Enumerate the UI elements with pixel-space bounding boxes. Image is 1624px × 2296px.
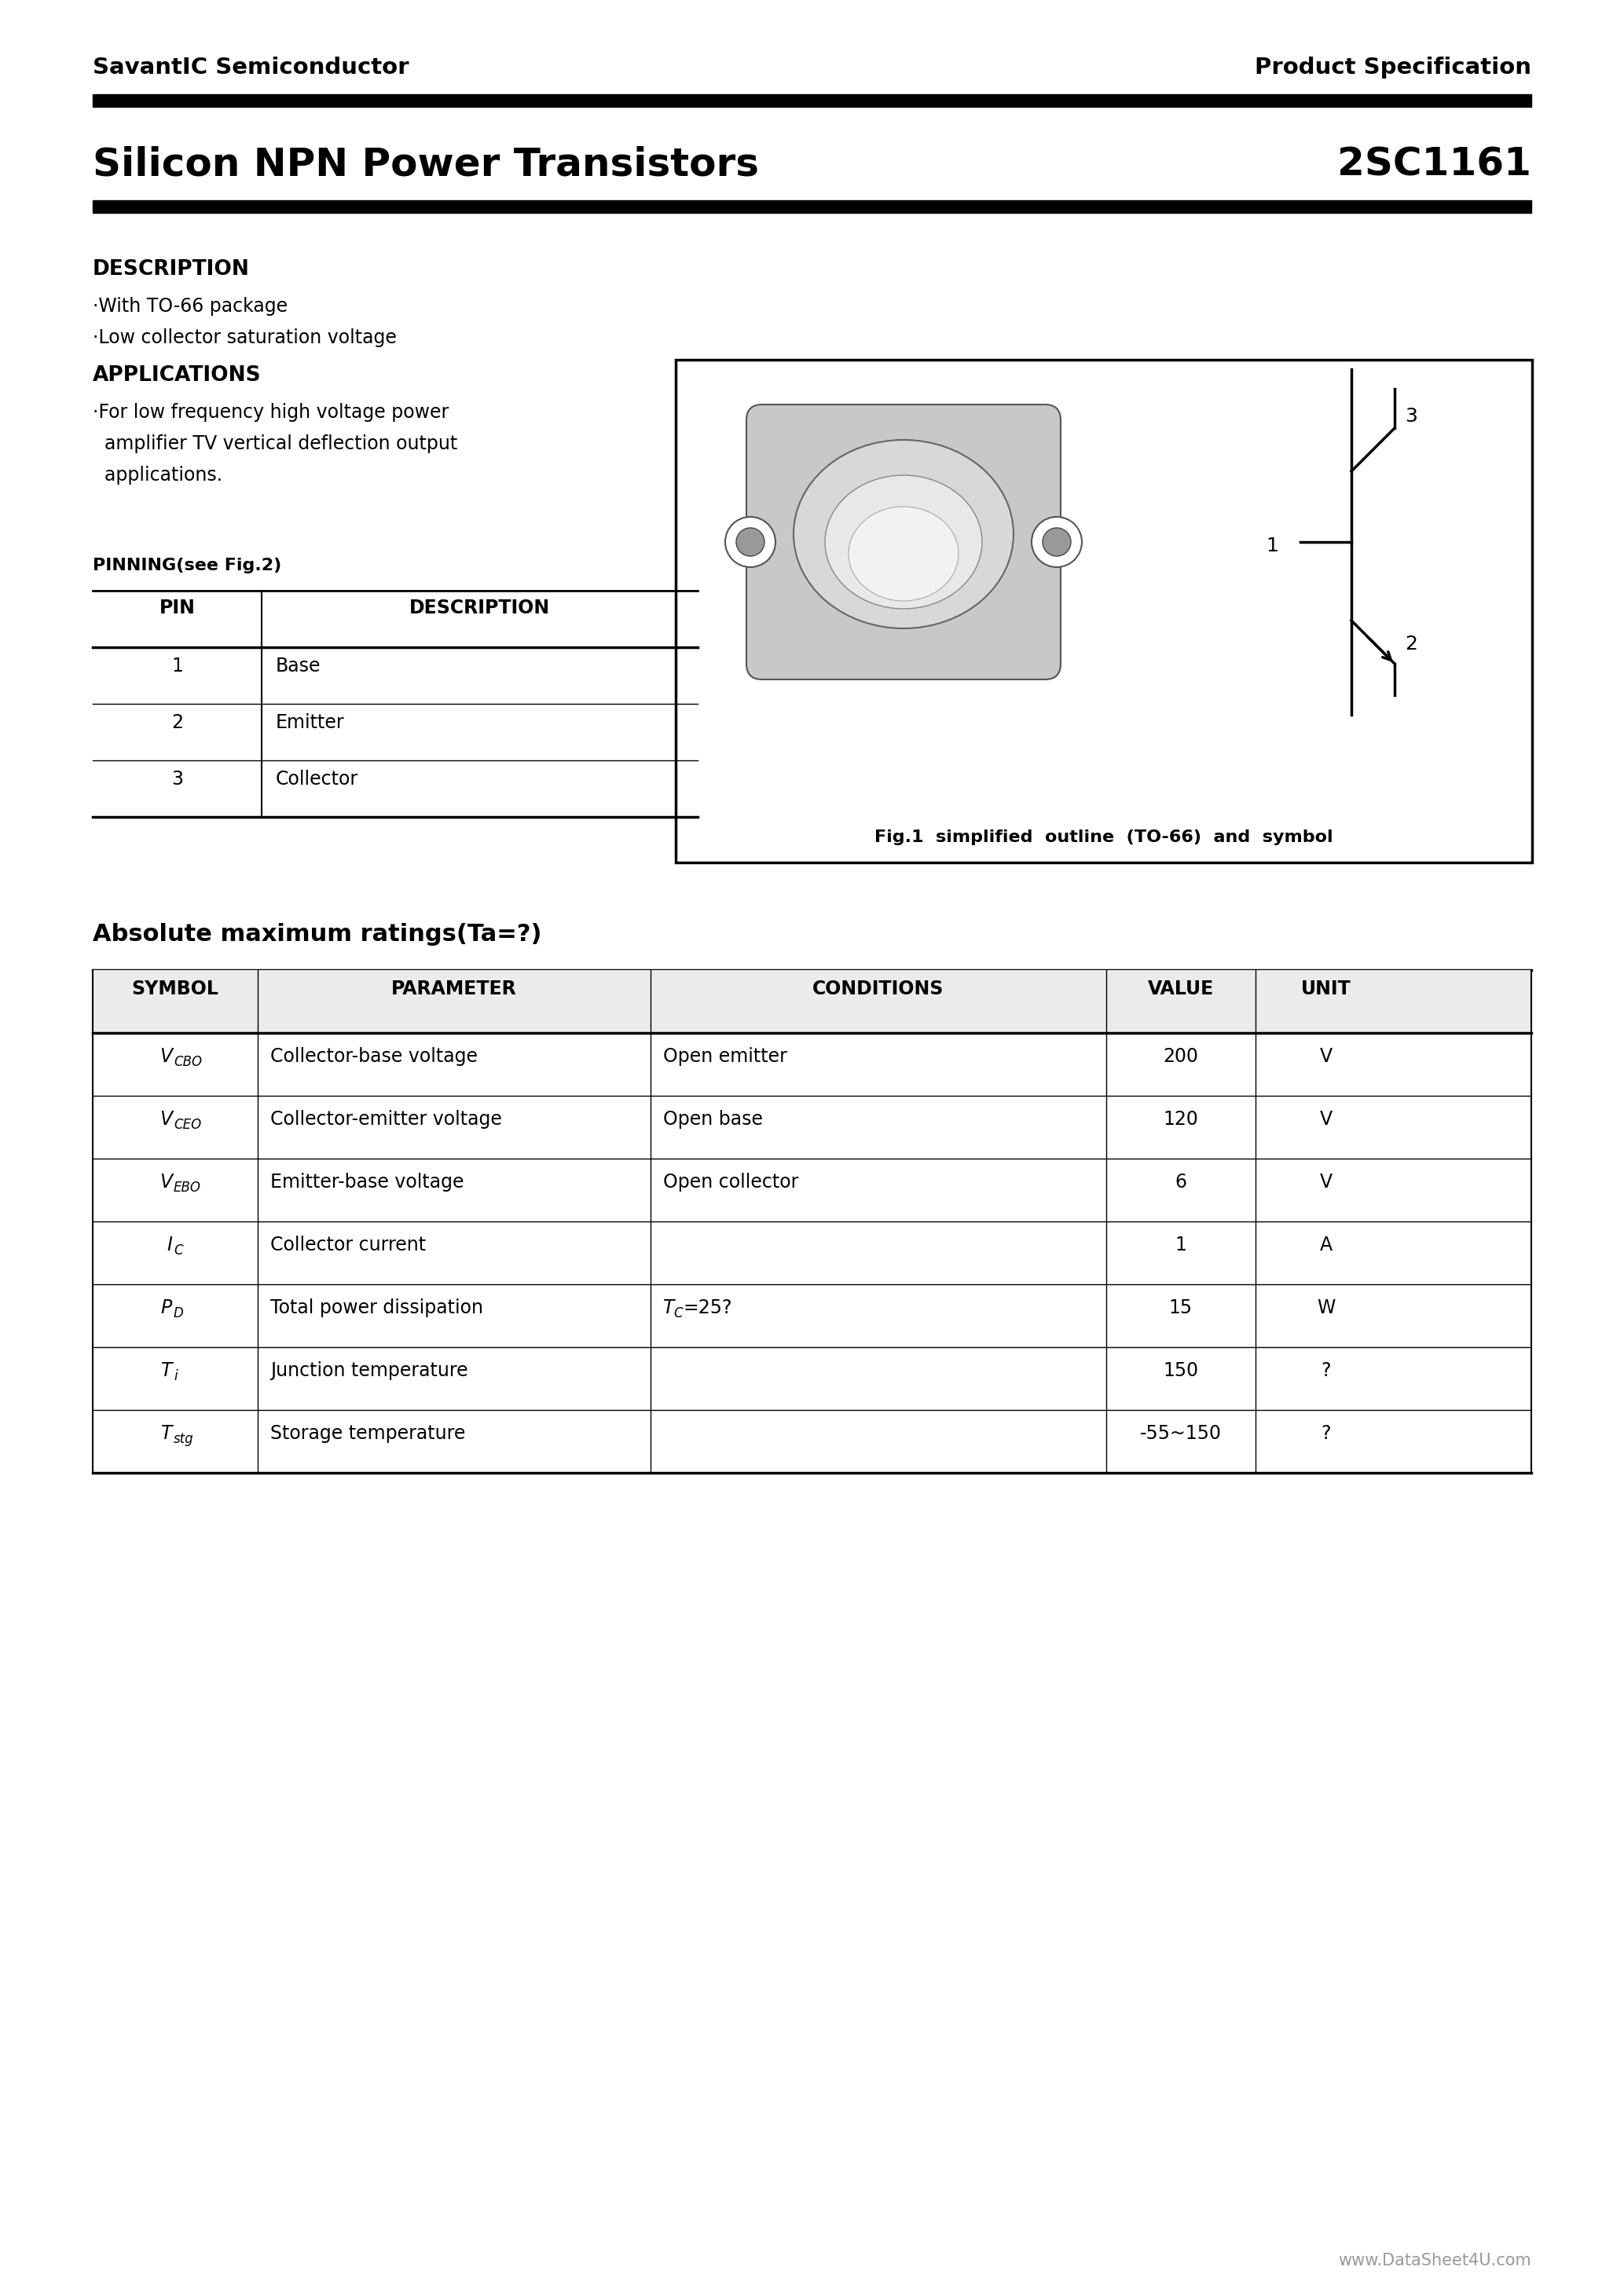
- Circle shape: [726, 517, 776, 567]
- Text: CBO: CBO: [174, 1054, 201, 1070]
- Text: ?: ?: [1322, 1362, 1332, 1380]
- Text: D: D: [174, 1306, 184, 1320]
- Circle shape: [1031, 517, 1082, 567]
- Text: Emitter: Emitter: [276, 714, 344, 732]
- Text: 15: 15: [1169, 1300, 1192, 1318]
- Text: PINNING(see Fig.2): PINNING(see Fig.2): [93, 558, 281, 574]
- Text: 120: 120: [1163, 1109, 1199, 1130]
- Text: I: I: [167, 1235, 172, 1254]
- Text: 2SC1161: 2SC1161: [1337, 145, 1531, 184]
- Text: Fig.1  simplified  outline  (TO-66)  and  symbol: Fig.1 simplified outline (TO-66) and sym…: [875, 829, 1333, 845]
- Text: ?: ?: [1322, 1424, 1332, 1442]
- Text: -55~150: -55~150: [1140, 1424, 1221, 1442]
- Text: 3: 3: [1405, 406, 1418, 425]
- Text: PIN: PIN: [159, 599, 195, 618]
- Text: V: V: [159, 1047, 172, 1065]
- Text: i: i: [174, 1368, 177, 1382]
- FancyBboxPatch shape: [747, 404, 1060, 680]
- Bar: [93, 94, 1531, 108]
- Text: amplifier TV vertical deflection output: amplifier TV vertical deflection output: [93, 434, 458, 452]
- Text: Storage temperature: Storage temperature: [270, 1424, 466, 1442]
- Text: T: T: [663, 1300, 674, 1318]
- Text: V: V: [159, 1173, 172, 1192]
- Text: UNIT: UNIT: [1301, 980, 1351, 999]
- Text: V: V: [159, 1109, 172, 1130]
- Text: Collector current: Collector current: [270, 1235, 425, 1254]
- Bar: [93, 200, 1531, 214]
- Circle shape: [1043, 528, 1070, 556]
- Text: 6: 6: [1176, 1173, 1187, 1192]
- Text: C: C: [174, 1244, 184, 1258]
- Text: DESCRIPTION: DESCRIPTION: [409, 599, 551, 618]
- Text: Silicon NPN Power Transistors: Silicon NPN Power Transistors: [93, 145, 758, 184]
- Bar: [676, 360, 1531, 863]
- Text: A: A: [1320, 1235, 1333, 1254]
- Ellipse shape: [848, 507, 958, 602]
- Text: SavantIC Semiconductor: SavantIC Semiconductor: [93, 57, 409, 78]
- Text: Emitter-base voltage: Emitter-base voltage: [270, 1173, 464, 1192]
- Bar: [93, 971, 1531, 1033]
- Ellipse shape: [794, 441, 1013, 629]
- Text: CEO: CEO: [174, 1118, 201, 1132]
- Text: PARAMETER: PARAMETER: [391, 980, 516, 999]
- Text: 2: 2: [171, 714, 184, 732]
- Text: 1: 1: [1265, 537, 1278, 556]
- Text: APPLICATIONS: APPLICATIONS: [93, 365, 261, 386]
- Text: =25?: =25?: [684, 1300, 732, 1318]
- Text: Open collector: Open collector: [663, 1173, 799, 1192]
- Text: www.DataSheet4U.com: www.DataSheet4U.com: [1338, 2252, 1531, 2268]
- Text: Total power dissipation: Total power dissipation: [270, 1300, 484, 1318]
- Text: 200: 200: [1163, 1047, 1199, 1065]
- Text: V: V: [1320, 1047, 1333, 1065]
- Text: Base: Base: [276, 657, 322, 675]
- Text: SYMBOL: SYMBOL: [132, 980, 219, 999]
- Text: EBO: EBO: [174, 1180, 201, 1194]
- Text: V: V: [1320, 1109, 1333, 1130]
- Text: C: C: [674, 1306, 682, 1320]
- Text: 2: 2: [1405, 634, 1418, 654]
- Text: Junction temperature: Junction temperature: [270, 1362, 468, 1380]
- Text: T: T: [161, 1362, 172, 1380]
- Text: Open base: Open base: [663, 1109, 763, 1130]
- Text: Collector: Collector: [276, 769, 359, 788]
- Text: ·Low collector saturation voltage: ·Low collector saturation voltage: [93, 328, 396, 347]
- Text: W: W: [1317, 1300, 1335, 1318]
- Text: Collector-base voltage: Collector-base voltage: [270, 1047, 477, 1065]
- Text: DESCRIPTION: DESCRIPTION: [93, 259, 250, 280]
- Text: V: V: [1320, 1173, 1333, 1192]
- Text: Collector-emitter voltage: Collector-emitter voltage: [270, 1109, 502, 1130]
- Circle shape: [736, 528, 765, 556]
- Text: Absolute maximum ratings(Ta=?): Absolute maximum ratings(Ta=?): [93, 923, 542, 946]
- Text: 3: 3: [171, 769, 184, 788]
- Text: Product Specification: Product Specification: [1255, 57, 1531, 78]
- Text: T: T: [161, 1424, 172, 1442]
- Text: Open emitter: Open emitter: [663, 1047, 788, 1065]
- Text: CONDITIONS: CONDITIONS: [812, 980, 944, 999]
- Text: P: P: [161, 1300, 172, 1318]
- Text: stg: stg: [174, 1433, 193, 1446]
- Text: 1: 1: [171, 657, 184, 675]
- Text: 150: 150: [1163, 1362, 1199, 1380]
- Text: applications.: applications.: [93, 466, 222, 484]
- Text: ·With TO-66 package: ·With TO-66 package: [93, 296, 287, 317]
- Text: 1: 1: [1176, 1235, 1187, 1254]
- Ellipse shape: [825, 475, 983, 608]
- Text: VALUE: VALUE: [1148, 980, 1215, 999]
- Text: ·For low frequency high voltage power: ·For low frequency high voltage power: [93, 404, 448, 422]
